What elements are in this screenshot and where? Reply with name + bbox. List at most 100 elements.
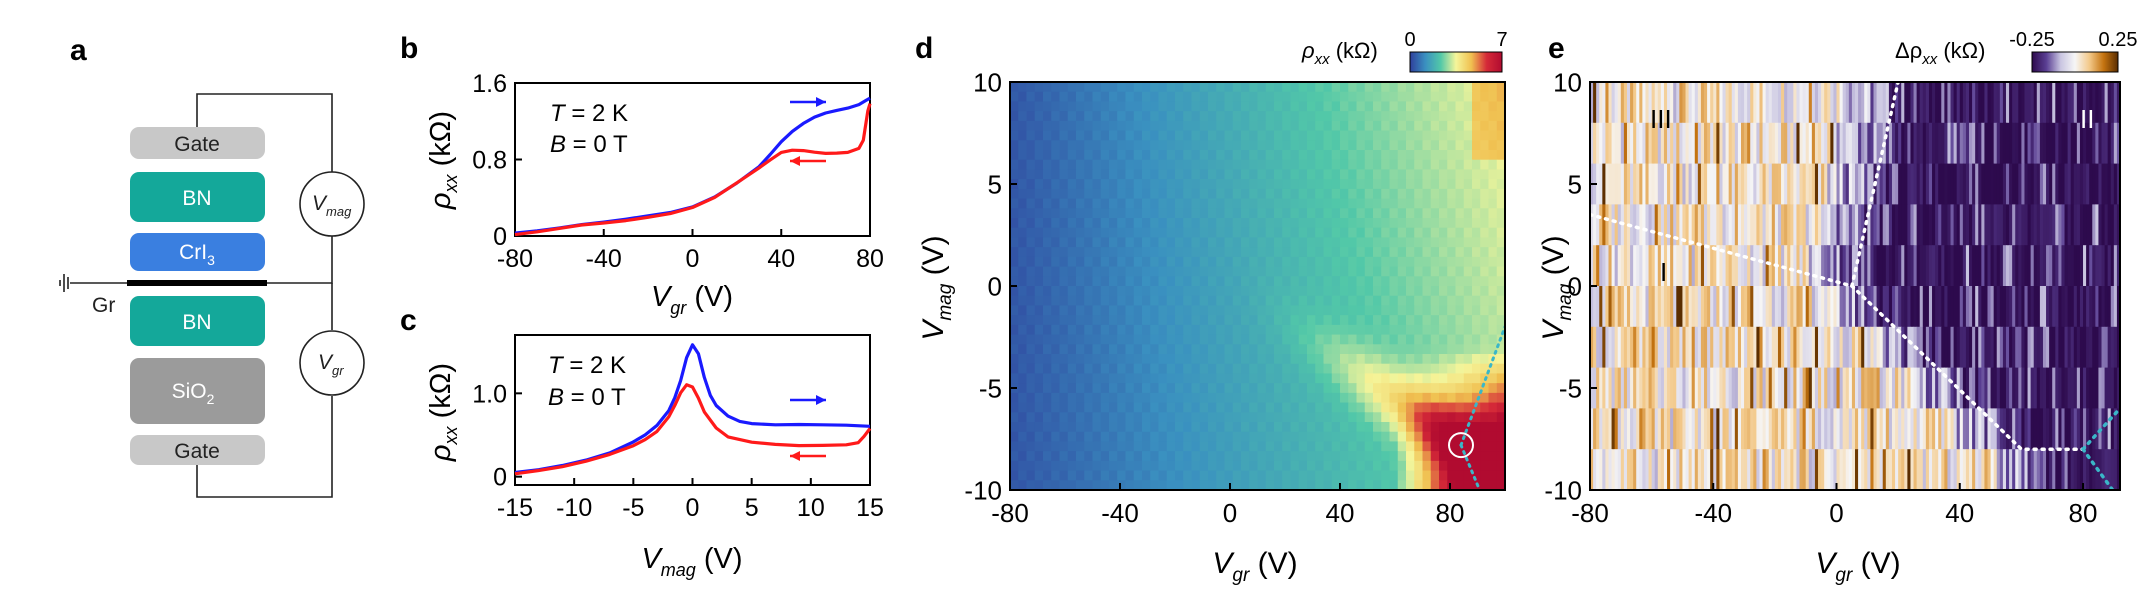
heatmap-e-cell [1913,408,1918,450]
heatmap-e-cell [1700,122,1705,165]
heatmap-e-cell [1901,367,1905,409]
heatmap-d-cell [1142,169,1151,180]
heatmap-e-cell [1938,408,1942,450]
heatmap-d-cell [1331,305,1341,316]
heatmap-d-cell [1480,363,1490,375]
heatmap-e-cell [1620,245,1625,287]
heatmap-d-cell [1100,150,1110,161]
v-gr-label: Vgr [318,351,344,378]
heatmap-e-cell [1993,245,1998,287]
heatmap-e-cell [1811,245,1816,287]
heatmap-e-cell [1596,122,1600,165]
heatmap-e-cell [1670,245,1674,287]
heatmap-d-cell [1183,150,1193,161]
heatmap-e-cell [1888,163,1893,205]
heatmap-d-cell [1307,422,1316,433]
heatmap-e-cell [1784,449,1788,490]
heatmap-e-cell [1682,163,1687,205]
heatmap-e-cell [1682,122,1687,165]
heatmap-e-cell [2009,286,2013,328]
heatmap-d-cell [1331,188,1341,200]
heatmap-d-cell [1018,402,1028,413]
heatmap-d-cell [1109,324,1118,336]
heatmap-e-cell [2015,122,2019,165]
heatmap-e-cell [1639,408,1643,450]
heatmap-d-cell [1356,150,1366,161]
heatmap-d-cell [1323,159,1333,171]
heatmap-d-cell [1084,412,1094,423]
heatmap-e-cell [1830,326,1835,369]
heatmap-d-cell [1257,422,1267,433]
heatmap-e-cell [2024,367,2029,409]
heatmap-d-cell [1265,460,1275,472]
heatmap-e-cell [1962,326,1967,369]
heatmap-d-cell [1026,286,1036,297]
heatmap-d-cell [1109,120,1118,132]
heatmap-e-cell [1781,286,1785,328]
heatmap-d-cell [1414,451,1424,462]
heatmap-e-cell [1950,245,1955,287]
heatmap-e-cell [2061,367,2066,409]
heatmap-d-cell [1414,276,1424,287]
heatmap-d-cell [1241,402,1250,413]
heatmap-d-cell [1406,188,1415,200]
heatmap-d-cell [1084,286,1094,297]
heatmap-e-cell [1731,122,1736,165]
heatmap-d-cell [1175,363,1184,375]
heatmap-d-cell [1117,266,1127,277]
heatmap-e-cell [1975,286,1979,328]
heatmap-e-cell [2052,367,2056,409]
heatmap-e-cell [2083,408,2087,450]
heatmap-d-cell [1472,120,1481,132]
heatmap-e-cell [2073,408,2078,450]
heatmap-e-cell [1617,408,1622,450]
heatmap-d-cell [1018,460,1028,472]
heatmap-d-cell [1166,169,1176,180]
heatmap-d-cell [1323,169,1333,180]
heatmap-e-cell [1731,286,1736,328]
heatmap-e-cell [2030,245,2035,287]
heatmap-e-cell [1602,286,1607,328]
heatmap-e-cell [1660,449,1665,490]
heatmap-e-cell [1682,245,1687,287]
heatmap-d-cell [1315,460,1325,472]
heatmap-e-cell [1965,82,1970,124]
heatmap-d-cell [1472,392,1481,404]
heatmap-d-cell [1232,383,1242,394]
heatmap-d-cell [1463,383,1473,394]
heatmap-d-cell [1026,460,1036,472]
heatmap-e-cell [1719,82,1724,124]
heatmap-d-cell [1447,286,1457,297]
heatmap-d-cell [1084,150,1094,161]
heatmap-e-cell [1956,245,1961,287]
heatmap-e-cell [1928,122,1933,165]
heatmap-d-cell [1307,159,1316,171]
heatmap-d-cell [1133,111,1143,122]
heatmap-d-cell [1447,480,1457,490]
heatmap-d-cell [1158,101,1168,112]
heatmap-e-cell [1876,367,1881,409]
heatmap-e-cell [1719,204,1724,246]
e-xtick-label: 80 [2069,498,2098,528]
heatmap-e-cell [2073,204,2078,246]
heatmap-e-cell [2083,82,2087,124]
heatmap-d-cell [1158,169,1168,180]
heatmap-d-cell [1018,470,1028,481]
heatmap-e-cell [1975,367,1979,409]
heatmap-d-cell [1191,169,1201,180]
heatmap-e-cell [1700,408,1705,450]
heatmap-e-cell [1787,82,1791,124]
heatmap-d-cell [1224,305,1234,316]
heatmap-d-cell [1117,82,1127,93]
heatmap-e-cell [2002,408,2007,450]
heatmap-d-cell [1117,383,1127,394]
heatmap-d-cell [1406,266,1415,277]
heatmap-d-cell [1439,256,1448,268]
heatmap-d-cell [1265,130,1275,141]
heatmap-e-cell [1907,122,1912,165]
heatmap-d-cell [1183,101,1193,112]
heatmap-e-cell [2098,204,2103,246]
e-xtick-label: -40 [1694,498,1732,528]
heatmap-d-cell [1224,315,1234,326]
heatmap-e-cell [1953,367,1958,409]
